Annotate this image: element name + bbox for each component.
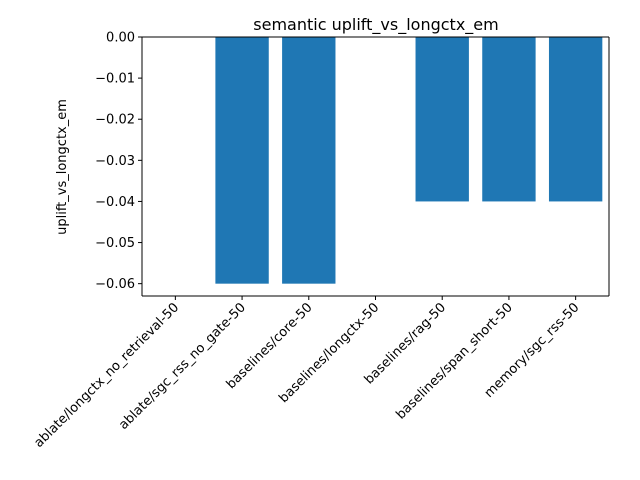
y-tick-label-2: −0.02 [95, 113, 135, 128]
x-tick-label-1: ablate/sgc_rss_no_gate-50 [116, 300, 249, 433]
bar-5 [482, 37, 536, 202]
y-ticks-group: 0.00 −0.01 −0.02 −0.03 −0.04 −0.05 −0.06 [95, 31, 142, 292]
y-tick-label-5: −0.05 [95, 236, 135, 251]
bar-1 [215, 37, 269, 284]
y-tick-label-3: −0.03 [95, 154, 135, 169]
y-tick-label-4: −0.04 [95, 195, 135, 210]
bar-4 [415, 37, 469, 202]
x-tick-label-5: baselines/span_short-50 [393, 300, 515, 422]
bars-group [215, 37, 603, 284]
bar-2 [282, 37, 336, 284]
x-ticks-group: ablate/longctx_no_retrieval-50ablate/sgc… [32, 296, 582, 451]
plot-frame [141, 36, 610, 297]
y-tick-label-1: −0.01 [95, 72, 135, 87]
chart-title: semantic uplift_vs_longctx_em [253, 15, 498, 35]
bar-6 [548, 37, 603, 202]
x-tick-label-0: ablate/longctx_no_retrieval-50 [32, 300, 183, 451]
y-tick-label-0: 0.00 [106, 31, 135, 46]
y-axis-label: uplift_vs_longctx_em [55, 99, 70, 235]
y-tick-label-6: −0.06 [95, 277, 135, 292]
